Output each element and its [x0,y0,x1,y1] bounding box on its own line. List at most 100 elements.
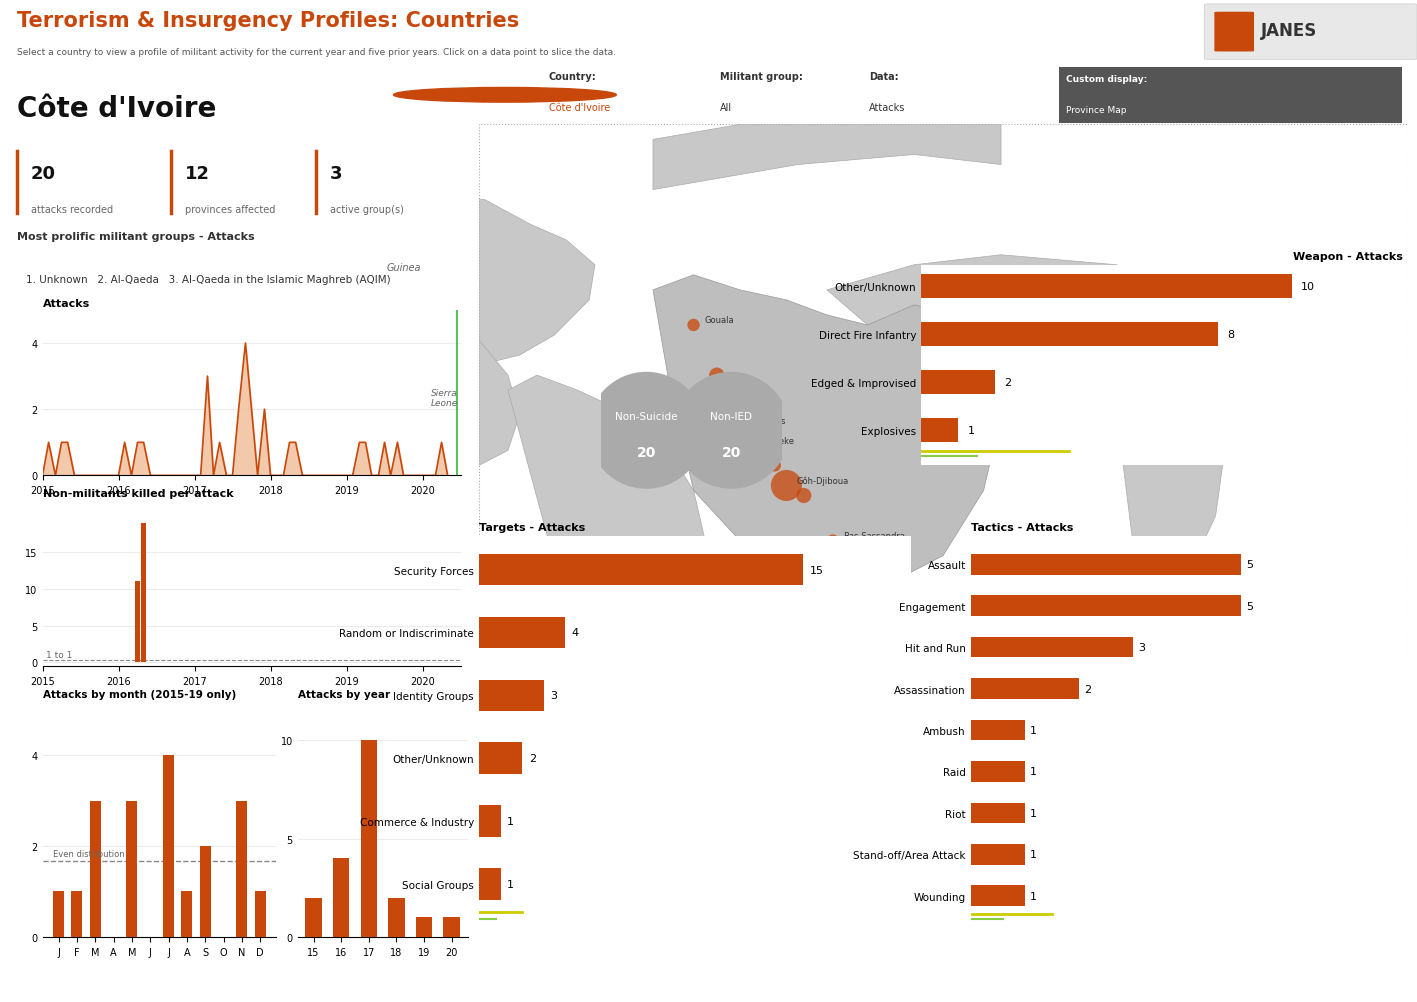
Bar [237,801,248,937]
Text: Custom display:: Custom display: [1066,75,1146,84]
Text: Country:: Country: [548,72,597,82]
Point [792,488,815,504]
Bar [305,898,322,937]
Text: 20: 20 [636,446,656,460]
Text: 5: 5 [1246,601,1253,611]
Polygon shape [1117,276,1233,576]
Point [717,418,740,434]
Bar [89,801,101,937]
Point [723,383,745,399]
Bar [255,892,266,937]
Text: active group(s): active group(s) [330,204,404,214]
Text: 2: 2 [1005,378,1012,388]
Bar [444,917,461,937]
Point [734,398,757,414]
Text: 2: 2 [1084,683,1091,693]
Text: 3: 3 [330,164,343,182]
Bar [142,523,146,662]
Text: 8: 8 [1227,330,1234,340]
Text: 1: 1 [507,879,514,889]
FancyBboxPatch shape [1214,13,1254,52]
Text: Province Map: Province Map [1066,106,1127,115]
Bar [333,859,350,937]
Polygon shape [653,276,1000,596]
Text: Targets - Attacks: Targets - Attacks [479,522,585,532]
Bar [971,678,1078,699]
Text: Attacks: Attacks [43,299,89,309]
Bar [971,886,1024,906]
Text: attacks recorded: attacks recorded [31,204,113,214]
Text: 3: 3 [1138,642,1145,652]
Bar [479,125,1407,656]
Bar [921,371,995,395]
Text: Militant group:: Militant group: [720,72,803,82]
Text: Côte d'Ivoire: Côte d'Ivoire [548,103,609,113]
Bar [971,844,1024,865]
Bar [479,554,803,586]
Bar [479,742,521,775]
Bar [360,740,377,937]
Point [775,478,798,494]
Text: Select a country to view a profile of militant activity for the current year and: Select a country to view a profile of mi… [17,48,616,56]
Bar [181,892,193,937]
Text: Most prolific militant groups - Attacks: Most prolific militant groups - Attacks [17,231,255,241]
Text: Sierra
Leone: Sierra Leone [431,389,458,408]
Text: Attacks by year: Attacks by year [298,689,390,699]
Text: 1 to 1: 1 to 1 [47,650,72,659]
Point [747,438,769,454]
Text: 1: 1 [1030,725,1037,735]
Text: Even distribution: Even distribution [54,849,125,858]
Text: JANES: JANES [1261,22,1318,40]
Text: 5: 5 [1246,560,1253,569]
Bar [921,323,1217,347]
Polygon shape [828,256,1129,366]
Text: © 2020 Mapbox © OpenStreetMap: © 2020 Mapbox © OpenStreetMap [520,637,653,645]
Point [822,533,845,549]
Text: 4: 4 [572,628,580,638]
Text: Bas-Sassandra: Bas-Sassandra [843,532,905,540]
Text: Montagnes: Montagnes [738,417,785,425]
Text: Tactics - Attacks: Tactics - Attacks [971,522,1073,532]
Circle shape [588,373,704,489]
Text: All: All [720,103,733,113]
Text: Data:: Data: [869,72,898,82]
Text: 2: 2 [529,754,536,764]
Bar [921,275,1292,299]
Text: Attacks: Attacks [869,103,905,113]
Bar [54,892,64,937]
Text: 1: 1 [1030,808,1037,818]
Text: Côte d'Ivoire: Côte d'Ivoire [17,95,217,123]
Text: 1: 1 [507,817,514,827]
Text: 1: 1 [1030,850,1037,860]
Bar [163,756,174,937]
Text: Gôh-Djiboua: Gôh-Djiboua [796,476,849,485]
Text: Non-militants killed per attack: Non-militants killed per attack [43,489,234,499]
Bar [388,898,405,937]
Text: 15: 15 [809,565,823,575]
Text: Guinea: Guinea [387,263,421,273]
Polygon shape [271,195,595,366]
Text: 20: 20 [721,446,741,460]
Text: i: i [503,91,507,100]
FancyBboxPatch shape [1204,5,1417,60]
Text: 1: 1 [968,426,975,436]
Text: Attacks by month (2015-19 only): Attacks by month (2015-19 only) [43,689,235,699]
Text: Non-Suicide: Non-Suicide [615,412,677,422]
Bar [135,582,140,662]
Point [682,318,704,334]
Point [764,458,786,474]
Bar [971,803,1024,824]
Circle shape [394,88,616,103]
Text: 20: 20 [31,164,55,182]
Text: 3: 3 [550,690,557,700]
Bar [971,719,1024,740]
Text: Gouala: Gouala [704,317,734,325]
Bar [200,847,211,937]
Circle shape [673,373,789,489]
Polygon shape [374,321,520,466]
Bar [479,680,544,711]
Text: Non-IED: Non-IED [710,412,752,422]
Bar [971,762,1024,782]
Text: 1: 1 [1030,891,1037,901]
Text: Gbeke: Gbeke [768,437,795,445]
